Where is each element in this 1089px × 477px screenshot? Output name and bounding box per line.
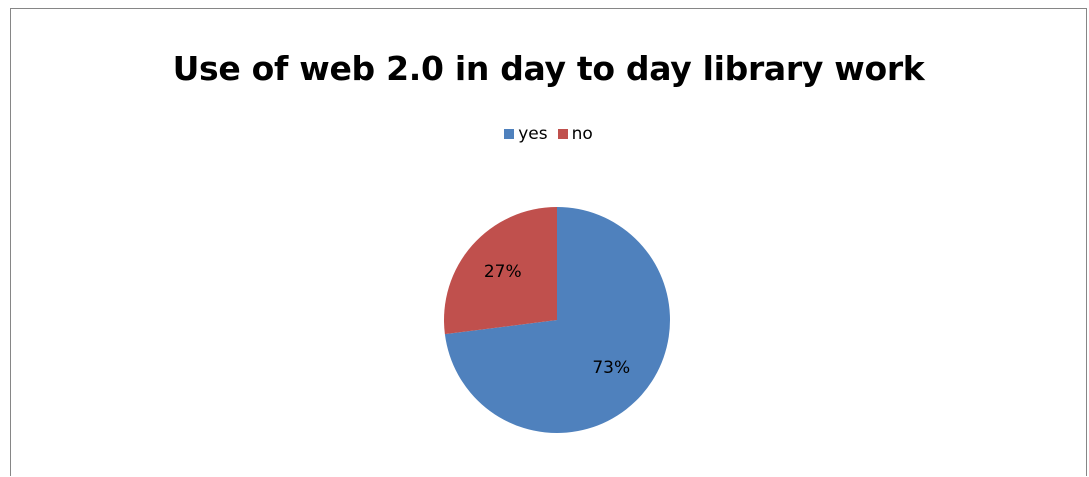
legend-label-no: no [571,124,593,144]
pie-chart: 73% 27% [444,207,670,433]
legend-entry-yes: yes [504,124,548,144]
pie-slices [444,207,670,433]
pie-labels: 73% 27% [484,262,630,378]
legend-label-yes: yes [518,124,548,144]
chart-frame: Use of web 2.0 in day to day library wor… [10,8,1087,476]
pie-slice-no [444,207,557,335]
legend-swatch-yes [504,129,515,139]
pie-label-yes: 73% [592,358,630,378]
pie-slice-yes [444,207,670,433]
chart-title: Use of web 2.0 in day to day library wor… [172,49,925,88]
pie-label-no: 27% [484,262,522,282]
chart-legend: yes no [11,124,1086,144]
legend-swatch-no [557,129,568,139]
legend-entry-no: no [557,124,593,144]
